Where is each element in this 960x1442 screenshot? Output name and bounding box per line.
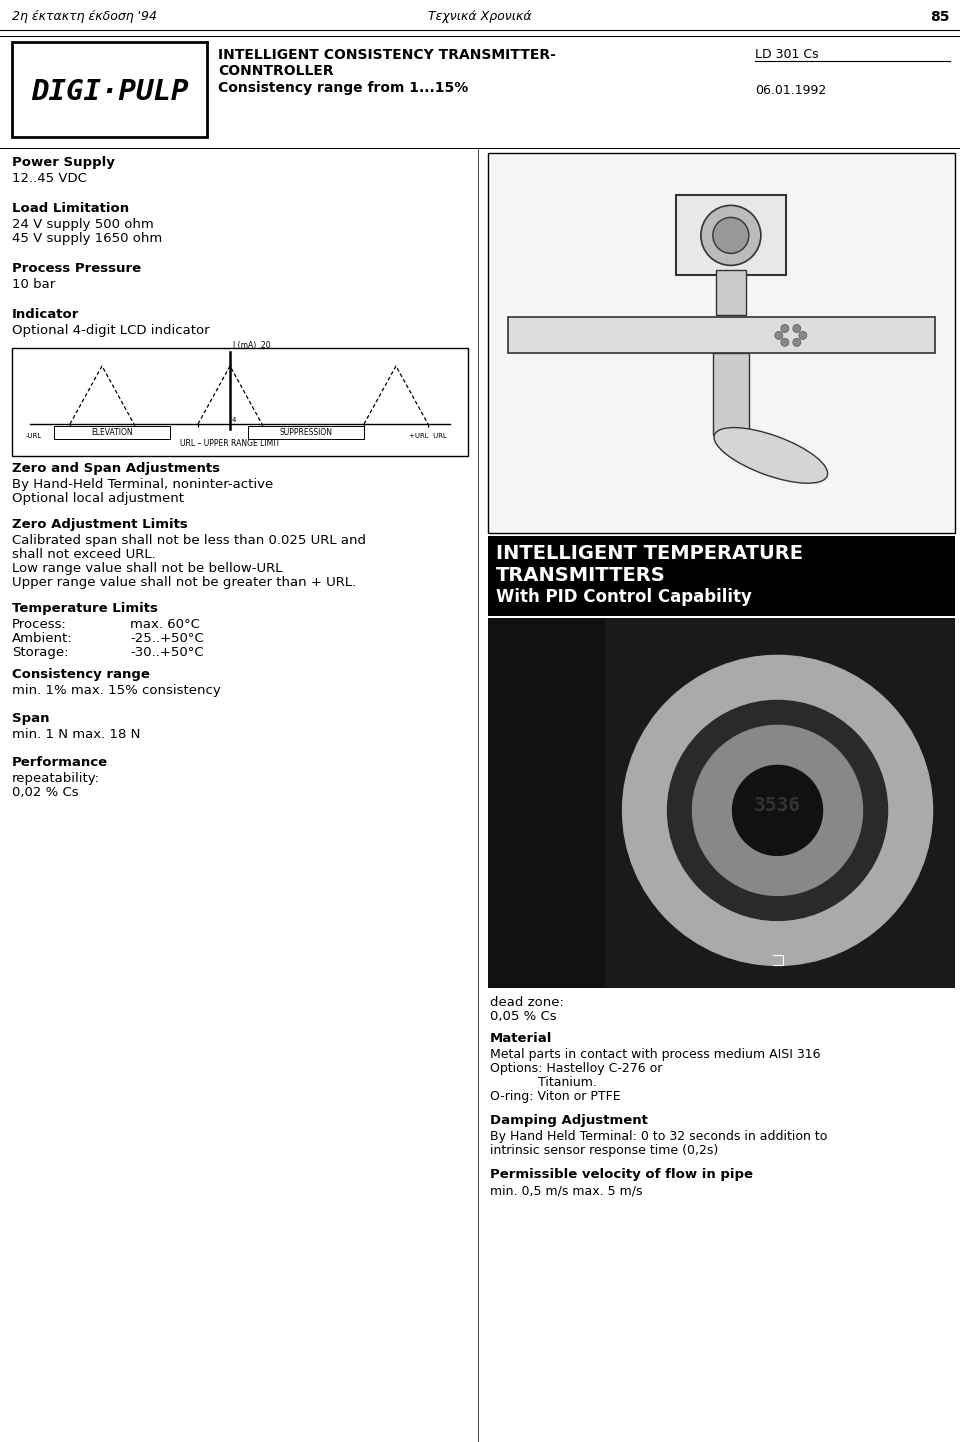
Bar	[12, 42, 207, 137]
Text: 2η έκτακτη έκδοση '94: 2η έκτακτη έκδοση '94	[12, 10, 157, 23]
Text: 3536: 3536	[754, 796, 801, 815]
Ellipse shape	[714, 428, 828, 483]
Text: -30..+50°C: -30..+50°C	[130, 646, 204, 659]
Text: Permissible velocity of flow in pipe: Permissible velocity of flow in pipe	[490, 1168, 753, 1181]
Text: Span: Span	[12, 712, 50, 725]
Text: min. 0,5 m/s max. 5 m/s: min. 0,5 m/s max. 5 m/s	[490, 1184, 642, 1197]
Text: 10 bar: 10 bar	[12, 278, 56, 291]
Bar	[508, 317, 935, 353]
Circle shape	[667, 701, 888, 920]
Text: Low range value shall not be bellow-URL: Low range value shall not be bellow-URL	[12, 562, 282, 575]
Text: Performance: Performance	[12, 756, 108, 769]
Text: Zero and Span Adjustments: Zero and Span Adjustments	[12, 461, 220, 474]
Text: Ambient:: Ambient:	[12, 632, 73, 645]
Text: intrinsic sensor response time (0,2s): intrinsic sensor response time (0,2s)	[490, 1144, 718, 1156]
Text: ELEVATION: ELEVATION	[91, 428, 132, 437]
Text: I (mA)  20: I (mA) 20	[233, 340, 271, 350]
Text: Consistency range from 1...15%: Consistency range from 1...15%	[218, 81, 468, 95]
Text: 4: 4	[232, 417, 236, 423]
Bar	[12, 348, 468, 456]
Bar	[488, 619, 955, 988]
Bar	[54, 425, 170, 438]
Text: O-ring: Viton or PTFE: O-ring: Viton or PTFE	[490, 1090, 620, 1103]
Text: Indicator: Indicator	[12, 309, 80, 322]
Text: repeatability:: repeatability:	[12, 771, 100, 784]
Circle shape	[713, 218, 749, 254]
Text: INTELLIGENT TEMPERATURE: INTELLIGENT TEMPERATURE	[496, 544, 803, 562]
Circle shape	[692, 725, 862, 895]
Text: Temperature Limits: Temperature Limits	[12, 601, 157, 614]
Text: 0,05 % Cs: 0,05 % Cs	[490, 1009, 557, 1022]
Circle shape	[793, 339, 801, 346]
Text: min. 1% max. 15% consistency: min. 1% max. 15% consistency	[12, 684, 221, 696]
Text: URL – UPPER RANGE LIMIT: URL – UPPER RANGE LIMIT	[180, 438, 280, 448]
Text: Load Limitation: Load Limitation	[12, 202, 130, 215]
Circle shape	[732, 766, 823, 855]
Bar	[713, 353, 749, 435]
Text: TRANSMITTERS: TRANSMITTERS	[496, 567, 665, 585]
Circle shape	[701, 205, 761, 265]
Text: Material: Material	[490, 1032, 552, 1045]
Text: 45 V supply 1650 ohm: 45 V supply 1650 ohm	[12, 232, 162, 245]
Text: CONNTROLLER: CONNTROLLER	[218, 63, 334, 78]
Bar	[248, 425, 364, 438]
Text: With PID Control Capability: With PID Control Capability	[496, 588, 752, 606]
Text: Process:: Process:	[12, 619, 67, 632]
Text: 24 V supply 500 ohm: 24 V supply 500 ohm	[12, 218, 154, 231]
Text: 12..45 VDC: 12..45 VDC	[12, 172, 86, 185]
Text: INTELLIGENT CONSISTENCY TRANSMITTER-: INTELLIGENT CONSISTENCY TRANSMITTER-	[218, 48, 556, 62]
Text: Titanium.: Titanium.	[538, 1076, 597, 1089]
Text: By Hand Held Terminal: 0 to 32 seconds in addition to: By Hand Held Terminal: 0 to 32 seconds i…	[490, 1131, 828, 1144]
Text: Consistency range: Consistency range	[12, 668, 150, 681]
Text: SUPPRESSION: SUPPRESSION	[279, 428, 332, 437]
Text: DIGI·PULP: DIGI·PULP	[31, 78, 188, 105]
Circle shape	[622, 656, 932, 965]
Text: Power Supply: Power Supply	[12, 156, 115, 169]
Text: 85: 85	[930, 10, 950, 25]
Text: Upper range value shall not be greater than + URL.: Upper range value shall not be greater t…	[12, 575, 356, 588]
Bar	[488, 153, 955, 534]
Bar	[676, 196, 786, 275]
Text: Storage:: Storage:	[12, 646, 68, 659]
Text: 06.01.1992: 06.01.1992	[755, 84, 827, 97]
Text: max. 60°C: max. 60°C	[130, 619, 200, 632]
Bar	[488, 536, 955, 616]
Text: Optional local adjustment: Optional local adjustment	[12, 492, 184, 505]
Bar	[716, 271, 746, 316]
Circle shape	[799, 332, 806, 339]
Text: Metal parts in contact with process medium AISI 316: Metal parts in contact with process medi…	[490, 1048, 821, 1061]
Text: By Hand-Held Terminal, noninter-active: By Hand-Held Terminal, noninter-active	[12, 477, 274, 490]
Text: +URL  URL: +URL URL	[409, 433, 447, 438]
Circle shape	[793, 324, 801, 333]
Text: 0,02 % Cs: 0,02 % Cs	[12, 786, 79, 799]
Text: Options: Hastelloy C-276 or: Options: Hastelloy C-276 or	[490, 1061, 662, 1074]
Text: -URL: -URL	[26, 433, 42, 438]
Text: Tεχνικά Xρονικά: Tεχνικά Xρονικά	[428, 10, 532, 23]
Text: Damping Adjustment: Damping Adjustment	[490, 1115, 648, 1128]
Text: shall not exceed URL.: shall not exceed URL.	[12, 548, 156, 561]
Text: LD 301 Cs: LD 301 Cs	[755, 48, 819, 61]
Circle shape	[780, 339, 789, 346]
Text: -25..+50°C: -25..+50°C	[130, 632, 204, 645]
Bar	[488, 619, 605, 988]
Text: Zero Adjustment Limits: Zero Adjustment Limits	[12, 518, 188, 531]
Text: Process Pressure: Process Pressure	[12, 262, 141, 275]
Text: min. 1 N max. 18 N: min. 1 N max. 18 N	[12, 728, 140, 741]
Text: dead zone:: dead zone:	[490, 996, 564, 1009]
Text: Optional 4-digit LCD indicator: Optional 4-digit LCD indicator	[12, 324, 209, 337]
Circle shape	[780, 324, 789, 333]
Text: Calibrated span shall not be less than 0.025 URL and: Calibrated span shall not be less than 0…	[12, 534, 366, 547]
Circle shape	[775, 332, 782, 339]
